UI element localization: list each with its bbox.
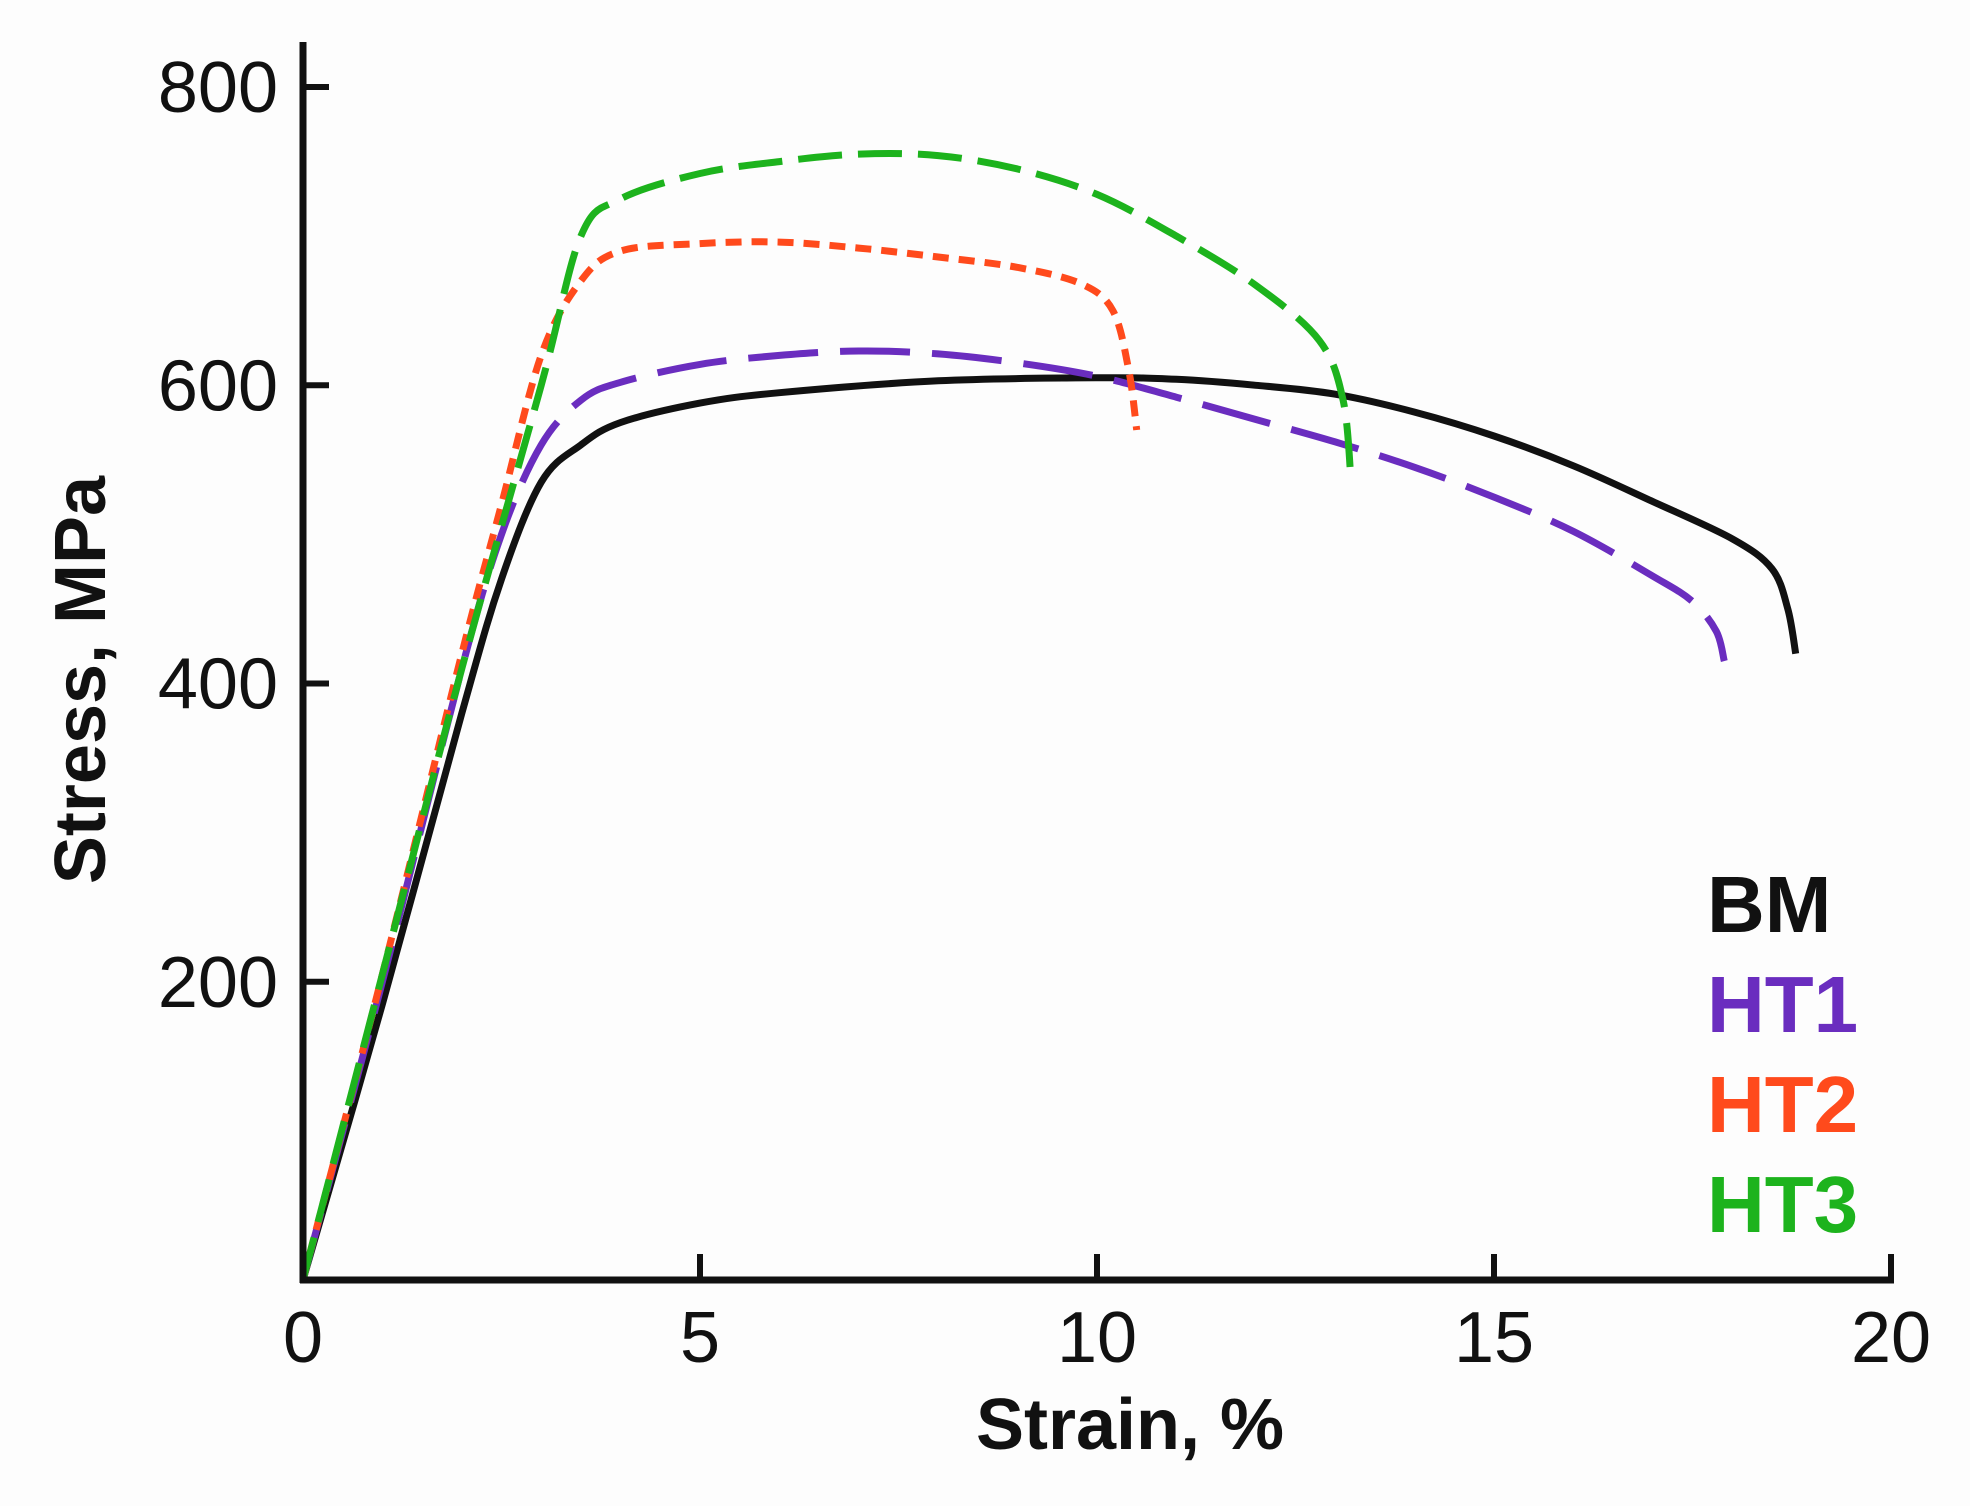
legend-item-ht2: HT2 xyxy=(1707,1060,1858,1149)
x-tick-label: 15 xyxy=(1454,1298,1534,1378)
x-tick-label: 0 xyxy=(283,1298,323,1378)
x-tick-label: 10 xyxy=(1057,1298,1137,1378)
legend-item-bm: BM xyxy=(1707,860,1831,949)
x-tick-label: 20 xyxy=(1851,1298,1931,1378)
y-tick-label: 400 xyxy=(158,645,278,725)
legend: BM HT1 HT2 HT3 xyxy=(1707,860,1858,1249)
series-line-ht3 xyxy=(299,149,1355,1281)
series-line-bm xyxy=(299,374,1800,1281)
y-tick-label: 200 xyxy=(158,943,278,1023)
y-tick-label: 800 xyxy=(158,48,278,128)
ticks-layer: 0 5 10 15 20 200 400 600 800 xyxy=(158,48,1931,1378)
y-axis-title: Stress, MPa xyxy=(41,475,121,884)
legend-item-ht1: HT1 xyxy=(1707,960,1858,1049)
x-axis-title: Strain, % xyxy=(976,1385,1284,1465)
y-tick-label: 600 xyxy=(158,346,278,426)
x-tick-label: 5 xyxy=(680,1298,720,1378)
series-layer xyxy=(299,149,1800,1281)
legend-item-ht3: HT3 xyxy=(1707,1160,1858,1249)
